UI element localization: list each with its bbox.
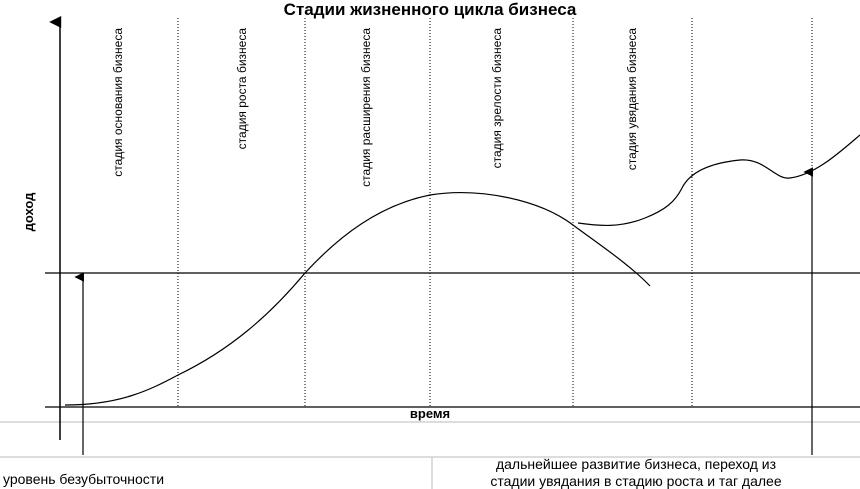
y-axis-label: доход	[21, 192, 36, 232]
stage-label: стадия роста бизнеса	[235, 28, 249, 150]
x-axis-label: время	[410, 406, 450, 421]
stage-label: стадия расширения бизнеса	[359, 28, 373, 187]
growth-curve	[577, 134, 860, 227]
title: Стадии жизненного цикла бизнеса	[284, 0, 577, 19]
note: уровень безубыточности	[3, 471, 164, 487]
stage-label: стадия основания бизнеса	[111, 28, 125, 177]
note: дальнейшее развитие бизнеса, переход из	[496, 456, 776, 472]
stage-label: стадия увядания бизнеса	[625, 28, 639, 171]
life-cycle-curve	[64, 192, 651, 406]
note: стадии увядания в стадию роста и таг дал…	[490, 473, 781, 489]
stage-label: стадия зрелости бизнеса	[490, 28, 504, 169]
